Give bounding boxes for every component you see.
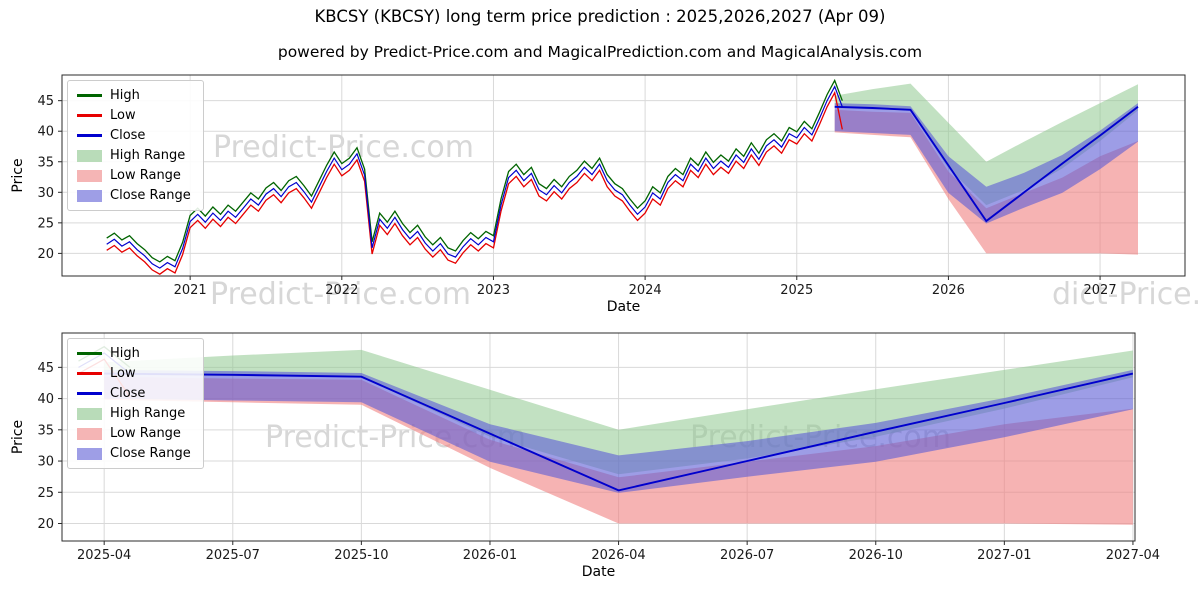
- x-tick-label: 2023: [477, 283, 510, 298]
- legend-label: High: [110, 346, 140, 361]
- y-tick-label: 45: [37, 94, 54, 109]
- x-axis-label: Date: [607, 299, 640, 315]
- predicted-close-line: [834, 105, 1139, 223]
- x-tick-label: 2026-01: [463, 548, 517, 563]
- x-tick-label: 2026-10: [849, 548, 903, 563]
- watermark-text: Predict-Price.com: [210, 277, 471, 312]
- legend-item-low: Low: [77, 108, 191, 123]
- x-tick-label: 2027-01: [977, 548, 1031, 563]
- predicted-close-line: [104, 372, 1134, 492]
- high-range-band: [834, 83, 1138, 206]
- legend-label: High Range: [110, 148, 186, 163]
- legend-swatch-low: [77, 114, 102, 117]
- legend-swatch-high: [77, 94, 102, 97]
- low-line: [106, 90, 843, 275]
- legend-item-close-range: Close Range: [77, 188, 191, 203]
- legend-swatch-high-range: [77, 149, 102, 162]
- low-range-band: [104, 376, 1133, 525]
- x-tick-label: 2026-04: [591, 548, 645, 563]
- legend-swatch-high-range: [77, 407, 102, 420]
- y-tick-label: 25: [37, 216, 54, 231]
- x-tick-label: 2025-10: [334, 548, 388, 563]
- y-tick-label: 40: [37, 392, 54, 407]
- legend-label: Close: [110, 386, 146, 401]
- legend-swatch-high: [77, 352, 102, 355]
- y-axis-label: Price: [10, 158, 26, 192]
- legend-item-low-range: Low Range: [77, 426, 191, 441]
- legend-swatch-low: [77, 372, 102, 375]
- legend-item-low-range: Low Range: [77, 168, 191, 183]
- legend-label: High Range: [110, 406, 186, 421]
- legend-swatch-low-range: [77, 427, 102, 440]
- y-tick-label: 35: [37, 423, 54, 438]
- legend-item-high: High: [77, 88, 191, 103]
- legend-swatch-close: [77, 392, 102, 395]
- legend-item-close-range: Close Range: [77, 446, 191, 461]
- x-tick-label: 2027-04: [1106, 548, 1160, 563]
- legend-item-high-range: High Range: [77, 406, 191, 421]
- x-axis-label: Date: [582, 564, 615, 580]
- legend-item-high-range: High Range: [77, 148, 191, 163]
- legend-label: Low: [110, 366, 136, 381]
- close-range-band: [834, 103, 1138, 224]
- y-axis-label: Price: [10, 420, 26, 454]
- plot-frame: [61, 332, 1136, 542]
- legend-swatch-low-range: [77, 169, 102, 182]
- high-range-band: [104, 349, 1133, 475]
- legend-swatch-close-range: [77, 447, 102, 460]
- y-tick-label: 45: [37, 361, 54, 376]
- close-line: [106, 85, 843, 269]
- legend-item-close: Close: [77, 128, 191, 143]
- y-tick-label: 30: [37, 186, 54, 201]
- y-tick-label: 40: [37, 125, 54, 140]
- y-tick-label: 30: [37, 455, 54, 470]
- legend-label: Low Range: [110, 168, 181, 183]
- x-tick-label: 2021: [174, 283, 207, 298]
- legend-item-close: Close: [77, 386, 191, 401]
- legend-swatch-close: [77, 134, 102, 137]
- legend-item-high: High: [77, 346, 191, 361]
- legend-label: High: [110, 88, 140, 103]
- x-tick-label: 2024: [629, 283, 662, 298]
- top-chart-legend: High Low Close High Range Low Range Close Ran…: [67, 80, 204, 211]
- watermark-text: dict-Price.com: [1052, 277, 1200, 312]
- legend-label: Close Range: [110, 446, 191, 461]
- legend-item-low: Low: [77, 366, 191, 381]
- y-tick-label: 35: [37, 155, 54, 170]
- low-range-band: [834, 109, 1138, 255]
- bottom-chart-legend: High Low Close High Range Low Range Close Ran…: [67, 338, 204, 469]
- x-tick-label: 2026-07: [720, 548, 774, 563]
- x-tick-label: 2025-07: [206, 548, 260, 563]
- legend-label: Low Range: [110, 426, 181, 441]
- x-tick-label: 2027: [1084, 283, 1117, 298]
- legend-label: Close Range: [110, 188, 191, 203]
- x-tick-label: 2026: [932, 283, 965, 298]
- x-tick-label: 2025: [780, 283, 813, 298]
- chart-subtitle: powered by Predict-Price.com and Magical…: [277, 43, 923, 61]
- y-tick-label: 25: [37, 486, 54, 501]
- y-tick-label: 20: [37, 247, 54, 262]
- legend-label: Close: [110, 128, 146, 143]
- x-tick-label: 2025-04: [77, 548, 131, 563]
- watermark-text: Predict-Price.com: [213, 130, 474, 165]
- page-title: KBCSY (KBCSY) long term price prediction…: [314, 7, 886, 26]
- high-line: [106, 78, 843, 263]
- legend-label: Low: [110, 108, 136, 123]
- legend-swatch-close-range: [77, 189, 102, 202]
- plot-frame: [61, 74, 1186, 277]
- x-tick-label: 2022: [325, 283, 358, 298]
- y-tick-label: 20: [37, 517, 54, 532]
- close-range-band: [104, 369, 1133, 493]
